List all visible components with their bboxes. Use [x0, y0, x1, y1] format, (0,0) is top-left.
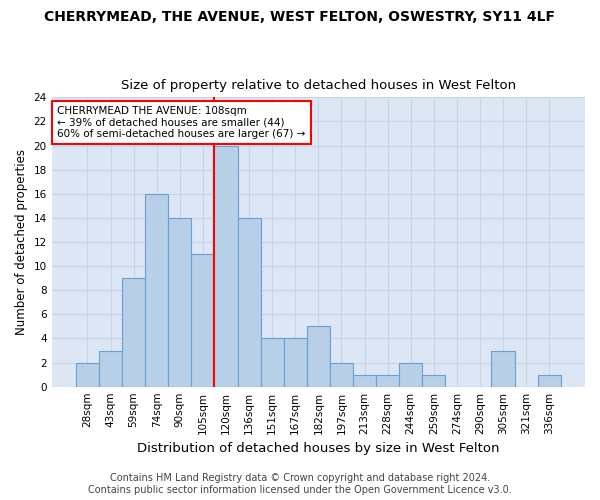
Bar	[145, 194, 168, 386]
Title: Size of property relative to detached houses in West Felton: Size of property relative to detached ho…	[121, 79, 516, 92]
Bar	[260, 338, 284, 386]
Bar	[376, 374, 399, 386]
Bar	[284, 338, 307, 386]
Bar	[538, 374, 561, 386]
X-axis label: Distribution of detached houses by size in West Felton: Distribution of detached houses by size …	[137, 442, 500, 455]
Bar	[238, 218, 260, 386]
Bar	[353, 374, 376, 386]
Text: CHERRYMEAD THE AVENUE: 108sqm
← 39% of detached houses are smaller (44)
60% of s: CHERRYMEAD THE AVENUE: 108sqm ← 39% of d…	[57, 106, 305, 139]
Text: Contains HM Land Registry data © Crown copyright and database right 2024.
Contai: Contains HM Land Registry data © Crown c…	[88, 474, 512, 495]
Text: CHERRYMEAD, THE AVENUE, WEST FELTON, OSWESTRY, SY11 4LF: CHERRYMEAD, THE AVENUE, WEST FELTON, OSW…	[44, 10, 556, 24]
Bar	[307, 326, 330, 386]
Bar	[491, 350, 515, 386]
Bar	[122, 278, 145, 386]
Bar	[99, 350, 122, 386]
Bar	[214, 146, 238, 386]
Bar	[191, 254, 214, 386]
Bar	[422, 374, 445, 386]
Bar	[168, 218, 191, 386]
Bar	[330, 362, 353, 386]
Bar	[76, 362, 99, 386]
Bar	[399, 362, 422, 386]
Y-axis label: Number of detached properties: Number of detached properties	[15, 149, 28, 335]
